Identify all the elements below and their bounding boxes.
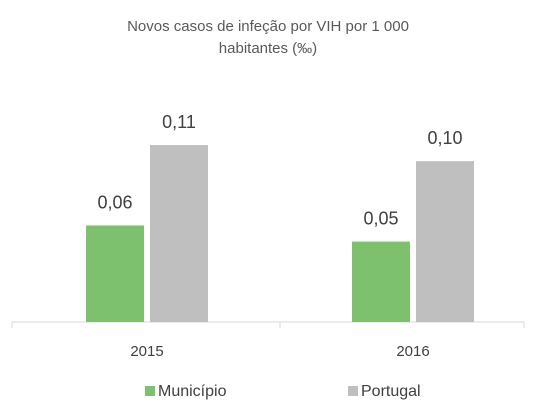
legend-swatch [145,386,155,396]
chart-title: Novos casos de infeção por VIH por 1 000… [127,18,409,57]
x-tick-label: 2015 [130,343,163,360]
legend-label: Portugal [361,383,421,400]
data-label: 0,06 [97,192,132,212]
bar [352,241,410,322]
data-label: 0,11 [162,112,196,132]
data-label: 0,10 [427,128,462,148]
legend-swatch [348,386,358,396]
bar [150,145,208,322]
x-tick-label: 2016 [396,343,429,360]
legend-label: Município [158,383,227,400]
data-label: 0,05 [363,208,398,228]
bar [86,225,144,322]
bar [416,161,474,322]
